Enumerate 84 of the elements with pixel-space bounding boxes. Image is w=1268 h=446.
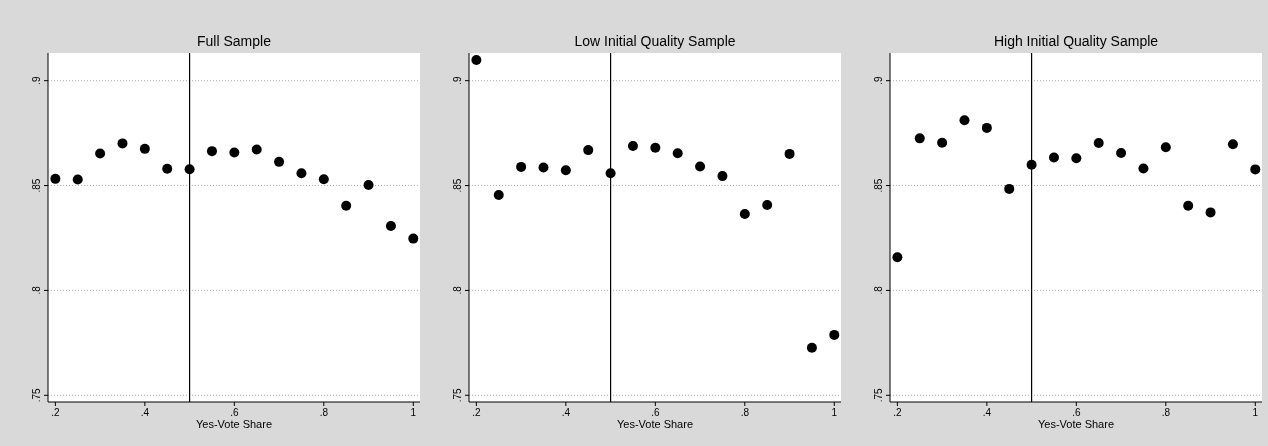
point bbox=[50, 173, 61, 184]
point bbox=[493, 189, 504, 200]
point bbox=[1183, 200, 1194, 211]
point bbox=[385, 221, 396, 232]
point bbox=[560, 165, 571, 176]
y-tick-label: .85 bbox=[873, 178, 884, 193]
y-tick-label: .75 bbox=[31, 387, 42, 403]
point bbox=[1048, 152, 1059, 163]
y-tick-label: .9 bbox=[31, 76, 42, 85]
y-tick-label: .75 bbox=[452, 387, 463, 403]
point bbox=[959, 115, 970, 126]
x-tick-label: .2 bbox=[472, 407, 481, 418]
point bbox=[650, 142, 661, 153]
x-axis-title: Yes-Vote Share bbox=[195, 418, 273, 430]
y-tick-label: .8 bbox=[31, 285, 42, 295]
point bbox=[717, 171, 728, 182]
point bbox=[341, 200, 352, 211]
point bbox=[251, 144, 262, 155]
point bbox=[829, 329, 840, 340]
point bbox=[981, 122, 992, 133]
point bbox=[672, 148, 683, 159]
x-tick-label: .2 bbox=[51, 407, 60, 418]
point bbox=[206, 146, 217, 157]
point bbox=[538, 162, 549, 173]
point bbox=[892, 252, 903, 263]
point bbox=[762, 200, 773, 211]
x-tick-label: .8 bbox=[1161, 407, 1171, 418]
point bbox=[1227, 139, 1238, 150]
point bbox=[516, 161, 527, 172]
x-tick-label: 1 bbox=[831, 407, 838, 418]
point bbox=[471, 54, 482, 65]
y-tick-label: .9 bbox=[873, 76, 884, 85]
point bbox=[1004, 183, 1015, 194]
chart-title: Full Sample bbox=[197, 33, 272, 49]
y-tick-label: .9 bbox=[452, 76, 463, 85]
point bbox=[1093, 137, 1104, 148]
point bbox=[605, 168, 616, 179]
point bbox=[318, 174, 329, 185]
point bbox=[117, 138, 128, 149]
x-tick-label: .4 bbox=[561, 407, 571, 418]
point bbox=[408, 233, 419, 244]
chart-title: Low Initial Quality Sample bbox=[574, 33, 736, 49]
x-tick-label: .6 bbox=[1072, 407, 1081, 418]
y-tick-label: .75 bbox=[873, 387, 884, 403]
point bbox=[296, 168, 307, 179]
point bbox=[1026, 159, 1037, 170]
x-tick-label: .8 bbox=[740, 407, 750, 418]
point bbox=[363, 179, 374, 190]
y-tick-label: .8 bbox=[873, 285, 884, 295]
point bbox=[229, 147, 240, 158]
point bbox=[274, 156, 285, 167]
point bbox=[1116, 148, 1127, 159]
point bbox=[784, 148, 795, 159]
point bbox=[627, 140, 638, 151]
x-axis-title: Yes-Vote Share bbox=[616, 418, 694, 430]
point bbox=[95, 148, 106, 159]
x-tick-label: .6 bbox=[230, 407, 239, 418]
point bbox=[937, 137, 948, 148]
x-tick-label: .4 bbox=[140, 407, 150, 418]
x-tick-label: .2 bbox=[893, 407, 902, 418]
point bbox=[695, 161, 706, 172]
point bbox=[139, 143, 150, 154]
y-tick-label: .8 bbox=[452, 285, 463, 295]
point bbox=[583, 145, 594, 156]
point bbox=[1205, 207, 1216, 218]
point bbox=[184, 164, 195, 175]
point bbox=[914, 133, 925, 144]
chart-title: High Initial Quality Sample bbox=[993, 33, 1159, 49]
x-tick-label: 1 bbox=[410, 407, 417, 418]
point bbox=[1138, 163, 1149, 174]
point bbox=[72, 174, 83, 185]
x-tick-label: .4 bbox=[982, 407, 992, 418]
point bbox=[806, 342, 817, 353]
point bbox=[1160, 142, 1171, 153]
point bbox=[1071, 153, 1082, 164]
x-tick-label: .8 bbox=[319, 407, 329, 418]
x-tick-label: 1 bbox=[1252, 407, 1259, 418]
point bbox=[1250, 164, 1261, 175]
y-tick-label: .85 bbox=[31, 178, 42, 193]
x-tick-label: .6 bbox=[651, 407, 660, 418]
point bbox=[162, 163, 173, 174]
y-tick-label: .85 bbox=[452, 178, 463, 193]
point bbox=[739, 209, 750, 220]
x-axis-title: Yes-Vote Share bbox=[1037, 418, 1115, 430]
